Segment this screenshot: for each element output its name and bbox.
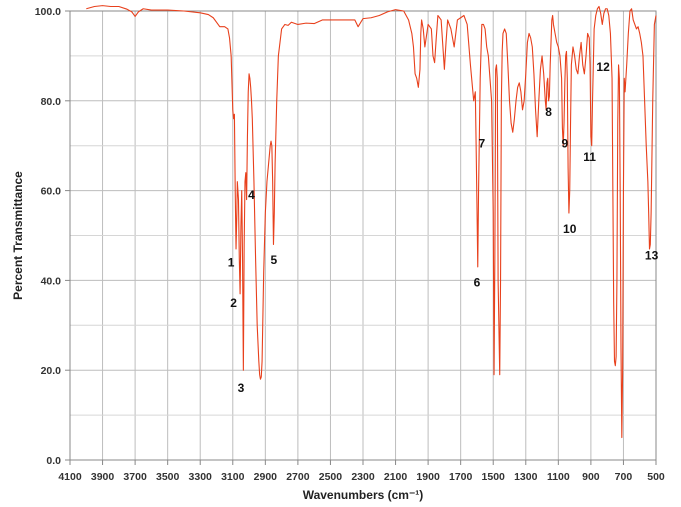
x-tick-label: 1500 bbox=[482, 471, 506, 483]
peak-label-11: 11 bbox=[583, 150, 596, 164]
x-tick-label: 1900 bbox=[416, 471, 440, 483]
x-tick-label: 3900 bbox=[91, 471, 115, 483]
x-tick-label: 3300 bbox=[189, 471, 213, 483]
y-axis-ticks: 0.0 20.0 40.0 60.0 80.0 100.0 bbox=[35, 6, 70, 467]
peak-label-9: 9 bbox=[562, 136, 569, 150]
x-tick-label: 1700 bbox=[449, 471, 473, 483]
x-tick-label: 3100 bbox=[221, 471, 245, 483]
peak-label-4: 4 bbox=[248, 188, 255, 202]
peak-label-3: 3 bbox=[238, 381, 245, 395]
x-tick-label: 2900 bbox=[254, 471, 278, 483]
x-tick-label: 1300 bbox=[514, 471, 538, 483]
peak-label-10: 10 bbox=[563, 222, 577, 236]
x-axis-title: Wavenumbers (cm⁻¹) bbox=[303, 488, 424, 502]
x-tick-label: 2100 bbox=[384, 471, 408, 483]
y-tick-label: 100.0 bbox=[35, 6, 61, 18]
peak-label-13: 13 bbox=[645, 249, 659, 263]
x-tick-label: 2700 bbox=[286, 471, 310, 483]
x-tick-label: 900 bbox=[582, 471, 600, 483]
x-tick-label: 500 bbox=[647, 471, 665, 483]
y-tick-label: 80.0 bbox=[41, 96, 62, 108]
peak-label-8: 8 bbox=[545, 105, 552, 119]
peak-label-2: 2 bbox=[230, 296, 237, 310]
peak-label-7: 7 bbox=[478, 136, 485, 150]
y-tick-label: 20.0 bbox=[41, 365, 62, 377]
x-tick-label: 3700 bbox=[123, 471, 147, 483]
x-tick-label: 3500 bbox=[156, 471, 180, 483]
spectrum-series-line bbox=[86, 5, 657, 439]
y-tick-label: 60.0 bbox=[41, 186, 62, 198]
peak-label-1: 1 bbox=[228, 255, 235, 269]
x-tick-label: 2300 bbox=[351, 471, 375, 483]
x-axis-ticks: 4100 3900 3700 3500 3300 3100 2900 2700 2500 2300… bbox=[58, 460, 665, 483]
y-tick-label: 0.0 bbox=[46, 455, 61, 467]
x-tick-label: 700 bbox=[615, 471, 633, 483]
y-axis-title: Percent Transmittance bbox=[11, 171, 25, 300]
x-tick-label: 1100 bbox=[547, 471, 570, 483]
peak-label-5: 5 bbox=[270, 253, 277, 267]
peak-label-6: 6 bbox=[474, 276, 481, 290]
peak-label-12: 12 bbox=[596, 60, 610, 74]
x-tick-label: 4100 bbox=[58, 471, 82, 483]
y-tick-label: 40.0 bbox=[41, 275, 62, 287]
x-tick-label: 2500 bbox=[319, 471, 343, 483]
